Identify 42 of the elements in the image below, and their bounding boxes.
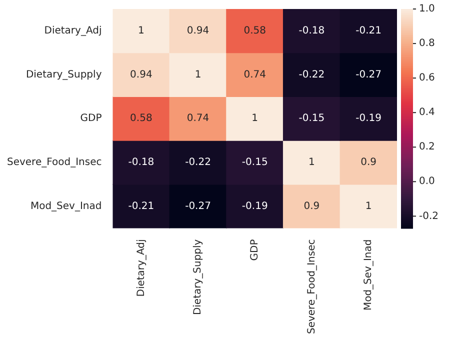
color-bar-label: 0.0 (419, 176, 435, 188)
y-tick-label: Mod_Sev_Inad (30, 200, 102, 212)
data-label: 0.74 (244, 69, 266, 80)
data-label: -0.27 (185, 200, 211, 212)
x-tick-label: Severe_Food_Insec (306, 239, 318, 334)
color-bar-label: 0.2 (419, 142, 435, 153)
data-label: -0.19 (356, 113, 382, 124)
x-tick-label: Dietary_Supply (192, 239, 204, 316)
data-label: 0.9 (360, 157, 377, 168)
color-bar-label: 0.6 (419, 72, 435, 84)
data-label: -0.21 (128, 200, 154, 212)
data-label: -0.15 (242, 157, 268, 168)
color-bar-label: 0.4 (419, 107, 435, 118)
y-tick-label: Dietary_Supply (26, 69, 102, 80)
color-bar-label: 0.8 (419, 38, 435, 50)
data-label: 0.9 (304, 200, 320, 212)
y-tick-label: GDP (80, 113, 102, 124)
data-label: 1 (194, 69, 202, 80)
data-label: 0.58 (130, 113, 152, 124)
data-label: 1 (308, 157, 315, 168)
data-label: -0.22 (185, 157, 211, 168)
data-label: -0.18 (128, 157, 154, 168)
data-label: 0.58 (244, 26, 266, 37)
y-tick-label: Severe_Food_Insec (6, 157, 102, 168)
x-tick-label: GDP (249, 239, 260, 261)
data-label: 0.94 (130, 69, 152, 80)
data-label: 1 (365, 200, 372, 212)
data-label: 1 (138, 26, 144, 37)
x-tick-label: Dietary_Adj (136, 239, 147, 297)
color-bar-label: 1.0 (419, 4, 435, 15)
data-label: -0.27 (356, 69, 382, 80)
data-label: 1 (252, 113, 258, 124)
y-tick-label: Dietary_Adj (44, 26, 102, 37)
data-label: -0.22 (298, 69, 325, 80)
data-label: -0.19 (242, 200, 268, 212)
data-label: -0.18 (298, 26, 325, 37)
data-label: 0.94 (186, 26, 210, 37)
data-label: -0.15 (298, 113, 325, 124)
data-label: -0.21 (356, 26, 382, 37)
color-bar-label: -0.2 (419, 210, 439, 222)
data-label: 0.74 (186, 113, 210, 124)
x-tick-label: Mod_Sev_Inad (363, 239, 374, 311)
